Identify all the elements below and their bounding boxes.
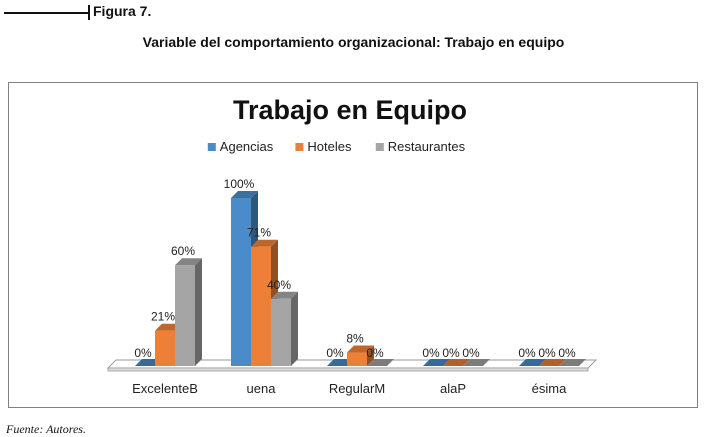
legend-label-agencias: Agencias xyxy=(220,139,274,154)
legend-swatch-agencias xyxy=(207,143,216,151)
data-label-agencias-2: 0% xyxy=(326,346,344,360)
data-label-hoteles-3: 0% xyxy=(442,346,460,360)
bar-restaurantes-3 xyxy=(463,359,490,366)
figure-rule xyxy=(4,12,89,14)
data-label-hoteles-2: 8% xyxy=(346,332,364,346)
category-label-4: ésima xyxy=(532,381,567,396)
category-label-1: uena xyxy=(247,381,277,396)
source-note: Fuente: Autores. xyxy=(6,422,86,436)
data-label-hoteles-0: 21% xyxy=(151,310,175,324)
bar-hoteles-2 xyxy=(347,345,374,366)
figure-rule-tick xyxy=(88,5,90,20)
data-label-hoteles-4: 0% xyxy=(538,346,556,360)
bar-restaurantes-1 xyxy=(271,291,298,366)
bar-restaurantes-4 xyxy=(559,359,586,366)
bar-hoteles-3 xyxy=(443,359,470,366)
chart-title: Trabajo en Equipo xyxy=(233,95,467,125)
bar-agencias-4 xyxy=(519,359,546,366)
category-label-2: RegularM xyxy=(329,381,385,396)
data-label-restaurantes-3: 0% xyxy=(462,346,480,360)
chart-floor-edge xyxy=(107,367,589,372)
bar-restaurantes-0 xyxy=(175,258,202,366)
category-label-0: ExcelenteB xyxy=(132,381,198,396)
legend: Agencias Hoteles Restaurantes xyxy=(207,139,466,154)
chart: Trabajo en Equipo Agencias Hoteles Restaur… xyxy=(106,95,598,396)
data-label-restaurantes-4: 0% xyxy=(558,346,576,360)
figure-label: Figura 7. xyxy=(93,3,152,19)
data-label-agencias-3: 0% xyxy=(422,346,440,360)
figure-caption: Variable del comportamiento organizacion… xyxy=(142,34,565,50)
data-label-agencias-4: 0% xyxy=(518,346,536,360)
data-label-agencias-1: 100% xyxy=(224,177,255,191)
bar-hoteles-4 xyxy=(539,359,566,366)
category-label-3: alaP xyxy=(440,381,466,396)
legend-swatch-hoteles xyxy=(295,143,304,151)
data-label-restaurantes-1: 40% xyxy=(267,278,291,292)
data-label-agencias-0: 0% xyxy=(134,346,152,360)
plot-area: 0%21%60%ExcelenteB100%71%40%uena0%8%0%Re… xyxy=(106,177,598,396)
bar-restaurantes-2 xyxy=(367,359,394,366)
legend-swatch-restaurantes xyxy=(375,143,384,151)
data-label-restaurantes-2: 0% xyxy=(366,346,384,360)
legend-label-restaurantes: Restaurantes xyxy=(388,139,466,154)
data-label-hoteles-1: 71% xyxy=(247,226,271,240)
legend-label-hoteles: Hoteles xyxy=(307,139,352,154)
bar-agencias-3 xyxy=(423,359,450,366)
data-label-restaurantes-0: 60% xyxy=(171,244,195,258)
